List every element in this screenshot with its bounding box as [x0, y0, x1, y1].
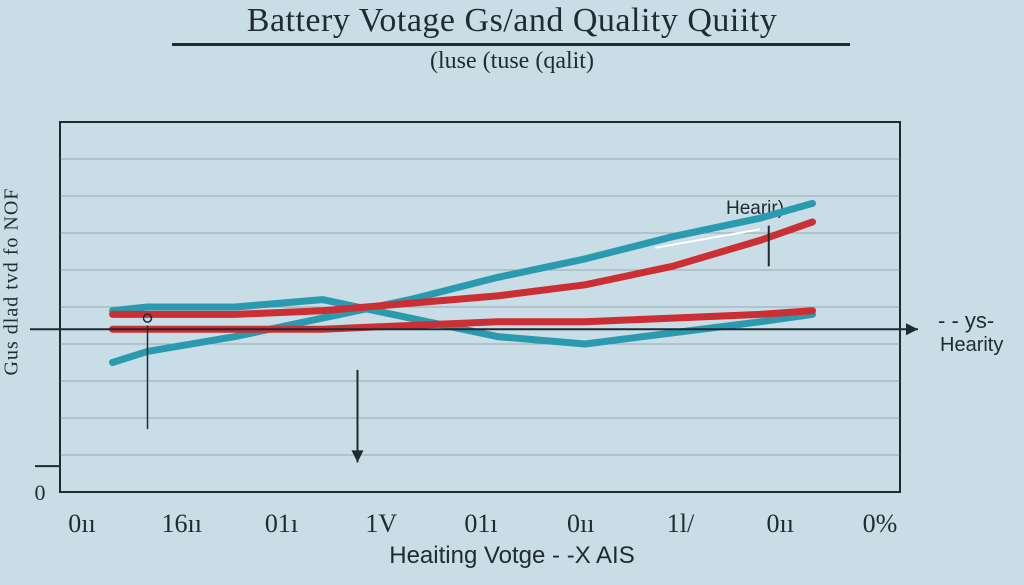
x-tick-label: 1l/: [667, 509, 695, 538]
chart-subtitle: (luse (tuse (qalit): [430, 48, 594, 74]
x-tick-label: 0%: [863, 509, 898, 538]
marker-circle: [142, 313, 153, 323]
series-line-2: [109, 296, 816, 348]
down-arrowhead: [351, 450, 364, 463]
series-line-1: [109, 199, 816, 366]
chart-title: Battery Votage Gs/and Quality Quiity: [246, 2, 778, 39]
x-tick-label: 16ıı: [162, 509, 202, 538]
x-tick-label: 01ı: [464, 509, 497, 538]
x-tick-label: 1V: [365, 509, 397, 538]
x-tick-label: 0ıı: [767, 509, 794, 538]
annotation-marks: [30, 225, 918, 468]
title-underline: [172, 43, 850, 46]
series-group: [109, 199, 816, 366]
annotation-pointer: [654, 228, 761, 249]
x-tick-label: 01ı: [265, 509, 298, 538]
x-axis-label: Heaiting Votge - -X AIS: [389, 542, 635, 569]
y-tick-labels: 0: [35, 480, 46, 505]
legend-entry-1: - - ys-: [938, 308, 995, 333]
x-tick-label: 0ıı: [68, 509, 95, 538]
reference-arrowhead: [906, 323, 918, 336]
x-tick-label: 0ıı: [567, 509, 594, 538]
series-line-3: [109, 218, 816, 318]
legend-entry-2: Hearity: [940, 334, 1004, 356]
y-tick-label: 0: [35, 480, 46, 505]
x-tick-labels: 0ıı 16ıı 01ı 1V 01ı 0ıı 1l/0ıı 0%: [68, 509, 897, 538]
